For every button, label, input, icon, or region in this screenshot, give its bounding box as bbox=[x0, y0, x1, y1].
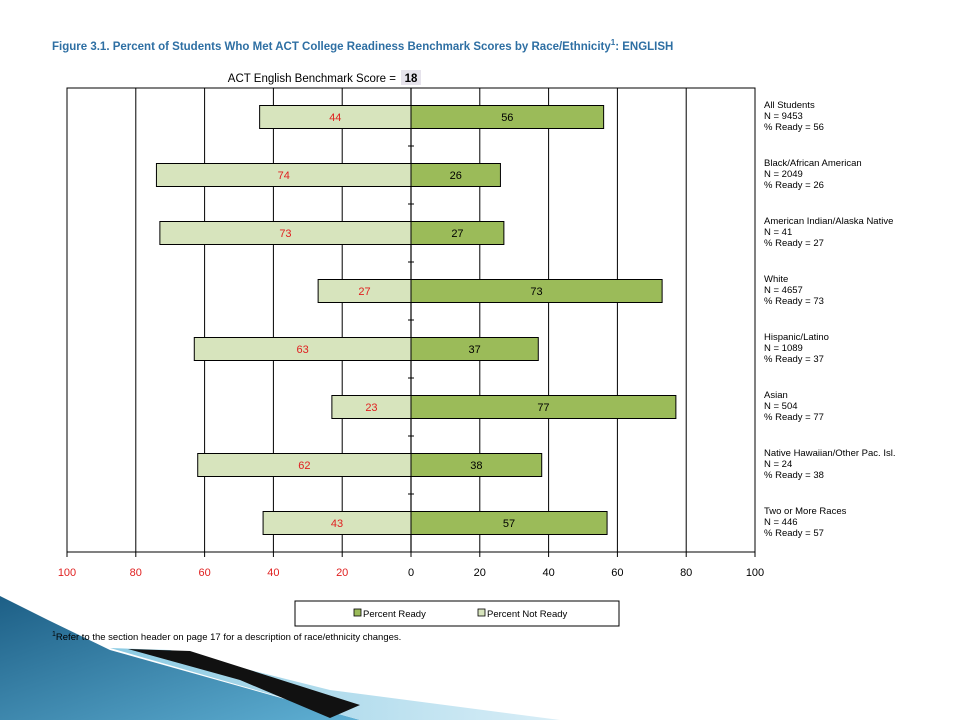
bar-ready bbox=[410, 163, 501, 187]
data-label-ready: 38 bbox=[470, 460, 482, 472]
category-n: N = 4657 bbox=[764, 285, 803, 296]
legend-label-ready: Percent Ready bbox=[363, 609, 426, 620]
category-label: American Indian/Alaska Native bbox=[764, 216, 893, 227]
category-n: N = 41 bbox=[764, 227, 792, 238]
data-label-not-ready: 62 bbox=[298, 460, 310, 472]
category-ready-percent: % Ready = 27 bbox=[764, 238, 824, 249]
x-tick-label: 100 bbox=[58, 567, 76, 579]
legend-swatch-ready bbox=[353, 608, 362, 617]
bar-ready bbox=[410, 337, 539, 361]
data-label-ready: 73 bbox=[530, 286, 542, 298]
data-label-ready: 56 bbox=[501, 112, 513, 124]
data-label-ready: 26 bbox=[450, 170, 462, 182]
benchmark-value: 18 bbox=[405, 73, 418, 85]
category-ready-percent: % Ready = 57 bbox=[764, 528, 824, 539]
data-label-ready: 77 bbox=[537, 402, 549, 414]
category-label: Native Hawaiian/Other Pac. Isl. bbox=[764, 448, 895, 459]
legend-swatch-not-ready bbox=[477, 608, 486, 617]
legend-label-not-ready: Percent Not Ready bbox=[487, 609, 568, 620]
category-label: Black/African American bbox=[764, 158, 862, 169]
category-ready-percent: % Ready = 73 bbox=[764, 296, 824, 307]
data-label-not-ready: 74 bbox=[278, 170, 290, 182]
x-tick-label: 0 bbox=[408, 567, 414, 579]
category-n: N = 2049 bbox=[764, 169, 803, 180]
bar-ready bbox=[410, 279, 663, 303]
x-tick-label: 20 bbox=[474, 567, 486, 579]
data-label-not-ready: 23 bbox=[365, 402, 377, 414]
data-label-not-ready: 44 bbox=[329, 112, 341, 124]
x-tick-label: 80 bbox=[680, 567, 692, 579]
category-ready-percent: % Ready = 77 bbox=[764, 412, 824, 423]
data-label-not-ready: 73 bbox=[279, 228, 291, 240]
bar-ready bbox=[410, 511, 608, 535]
category-label: Asian bbox=[764, 390, 788, 401]
x-tick-label: 40 bbox=[267, 567, 279, 579]
footnote: 1Refer to the section header on page 17 … bbox=[52, 631, 402, 644]
benchmark-value-box bbox=[401, 70, 421, 85]
x-tick-label: 100 bbox=[746, 567, 764, 579]
figure-title: Figure 3.1. Percent of Students Who Met … bbox=[52, 38, 674, 53]
data-label-ready: 27 bbox=[451, 228, 463, 240]
bar-ready bbox=[410, 453, 543, 477]
category-ready-percent: % Ready = 38 bbox=[764, 470, 824, 481]
data-label-not-ready: 27 bbox=[358, 286, 370, 298]
category-ready-percent: % Ready = 37 bbox=[764, 354, 824, 365]
category-label: White bbox=[764, 274, 788, 285]
x-tick-label: 60 bbox=[611, 567, 623, 579]
category-n: N = 1089 bbox=[764, 343, 803, 354]
category-label: Hispanic/Latino bbox=[764, 332, 829, 343]
x-tick-label: 60 bbox=[198, 567, 210, 579]
bar-ready bbox=[410, 395, 677, 419]
data-label-not-ready: 43 bbox=[331, 518, 343, 530]
category-label: All Students bbox=[764, 100, 815, 111]
data-label-ready: 57 bbox=[503, 518, 515, 530]
benchmark-label: ACT English Benchmark Score = bbox=[228, 73, 396, 85]
x-tick-label: 80 bbox=[130, 567, 142, 579]
data-label-ready: 37 bbox=[469, 344, 481, 356]
legend-box bbox=[294, 600, 620, 627]
bar-ready bbox=[410, 105, 605, 129]
category-n: N = 446 bbox=[764, 517, 798, 528]
x-tick-label: 20 bbox=[336, 567, 348, 579]
category-label: Two or More Races bbox=[764, 506, 847, 517]
x-tick-label: 40 bbox=[542, 567, 554, 579]
category-ready-percent: % Ready = 26 bbox=[764, 180, 824, 191]
bar-ready bbox=[410, 221, 505, 245]
category-n: N = 9453 bbox=[764, 111, 803, 122]
category-n: N = 504 bbox=[764, 401, 798, 412]
category-ready-percent: % Ready = 56 bbox=[764, 122, 824, 133]
data-label-not-ready: 63 bbox=[297, 344, 309, 356]
category-n: N = 24 bbox=[764, 459, 792, 470]
